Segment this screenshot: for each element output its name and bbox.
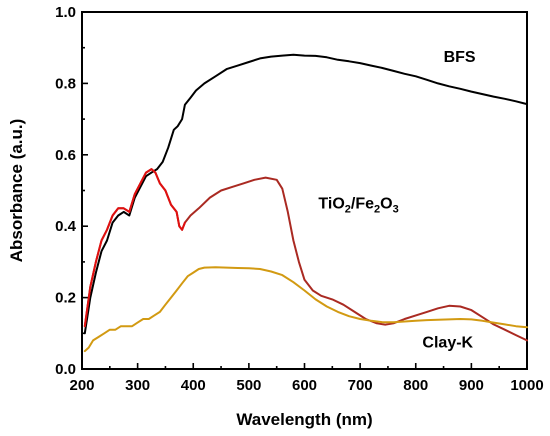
series-line-tio2-fe2o3	[83, 168, 528, 342]
y-tick-label: 0.4	[55, 218, 77, 235]
label-text: O	[380, 195, 392, 212]
series-label-tio2-fe2o3: TiO2/Fe2O3	[318, 195, 398, 215]
series-label-bfs: BFS	[444, 49, 476, 66]
x-tick-label: 900	[459, 377, 484, 394]
x-tick-label: 700	[348, 377, 373, 394]
x-tick-label: 1000	[510, 377, 543, 394]
x-tick-label: 200	[69, 377, 94, 394]
x-tick-label: 500	[236, 377, 261, 394]
series-line-clay-k	[83, 266, 528, 353]
series-label-clay-k: Clay-K	[422, 335, 473, 352]
y-axis-title: Absorbance (a.u.)	[7, 119, 26, 263]
x-tick-label: 400	[181, 377, 206, 394]
label-subscript: 2	[345, 203, 351, 215]
label-text: TiO	[318, 195, 344, 212]
x-tick-label: 600	[292, 377, 317, 394]
y-tick-label: 0.8	[55, 75, 76, 92]
series-lines	[83, 53, 528, 353]
x-axis-title: Wavelength (nm)	[236, 410, 372, 429]
x-tick-label: 800	[403, 377, 428, 394]
y-tick-label: 0.0	[55, 361, 76, 378]
series-line-bfs	[83, 53, 528, 335]
x-tick-label: 300	[125, 377, 150, 394]
y-tick-label: 0.6	[55, 147, 76, 164]
label-subscript: 2	[374, 203, 380, 215]
label-subscript: 3	[393, 203, 399, 215]
y-tick-label: 1.0	[55, 4, 76, 21]
y-axis-ticks: 0.0 0.2 0.4 0.6 0.8 1.0	[55, 4, 88, 378]
x-axis-ticks: 200 300 400 500 600 700 800 900 1000	[69, 363, 544, 394]
label-text: /Fe	[351, 195, 374, 212]
y-tick-label: 0.2	[55, 290, 76, 307]
series-line-tio2-fe2o3-uv-segment	[83, 168, 186, 328]
